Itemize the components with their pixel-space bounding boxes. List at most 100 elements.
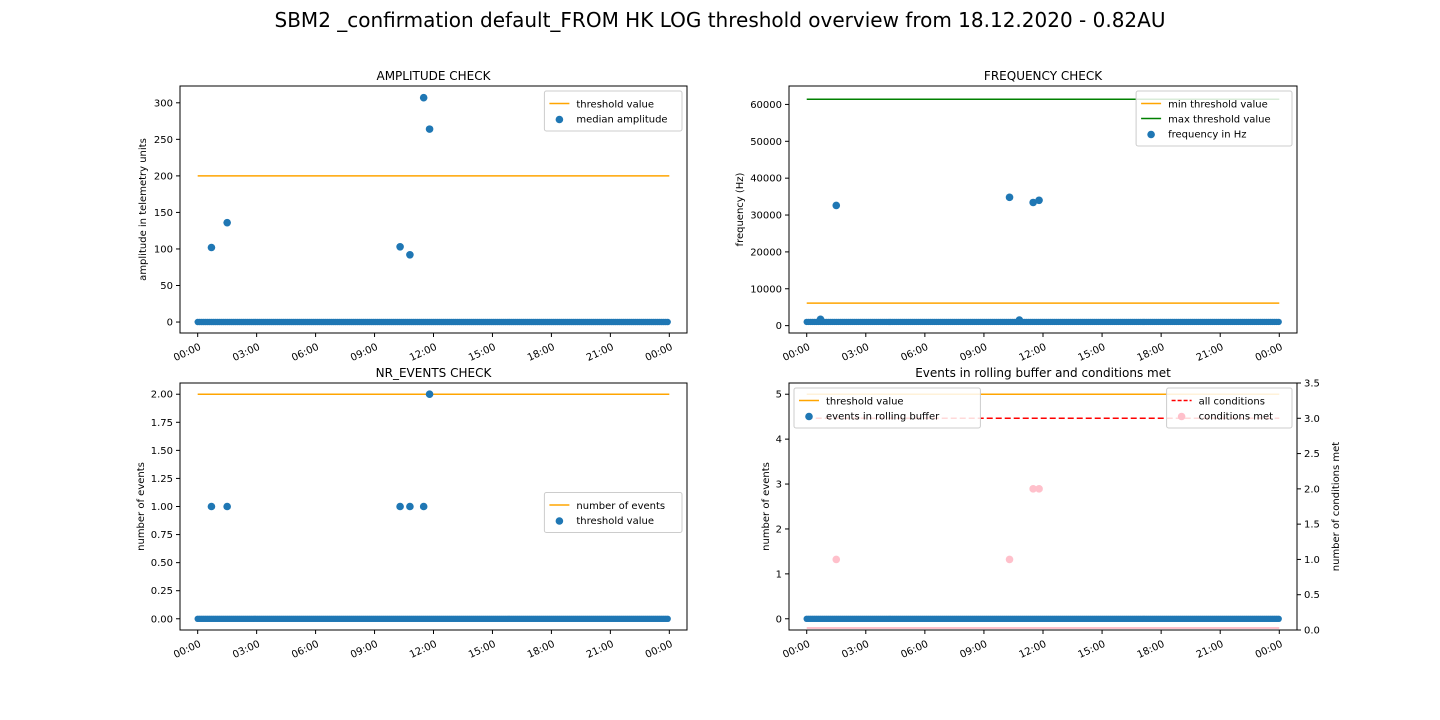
amplitude-data-point: [223, 218, 231, 227]
amplitude-y-tick-label: 250: [154, 135, 173, 146]
frequency-data-point: [1035, 196, 1043, 205]
rolling_buffer-baseline-point: [1275, 615, 1282, 622]
frequency-x-tick-label: 00:00: [781, 342, 812, 364]
frequency-x-tick-label: 00:00: [1254, 342, 1285, 364]
nr_events-y-tick-label: 1.50: [151, 446, 173, 457]
rolling_buffer-x-tick-label: 00:00: [1254, 639, 1285, 661]
rolling_buffer-x-tick-label: 03:00: [840, 639, 871, 661]
frequency-x-tick-label: 09:00: [958, 342, 989, 364]
amplitude-x-tick-label: 00:00: [644, 342, 675, 364]
rolling_buffer-y-right-tick-label: 1.0: [1304, 555, 1320, 566]
nr_events-x-tick-label: 09:00: [349, 639, 380, 661]
amplitude-y-tick-label: 300: [154, 98, 173, 109]
frequency-legend-label: frequency in Hz: [1168, 130, 1246, 141]
nr_events-data-point: [396, 502, 404, 511]
amplitude-data-point: [425, 125, 434, 133]
nr_events-x-tick-label: 18:00: [526, 639, 557, 661]
rolling_buffer-y-tick-label: 0: [776, 614, 782, 625]
nr_events-data-point: [425, 390, 434, 399]
frequency-legend: min threshold value max threshold value fr…: [1135, 90, 1293, 147]
frequency-legend-label: min threshold value: [1168, 100, 1268, 111]
frequency-panel: FREQUENCY CHECK 00:00 03:00 06:00 09:00 12:00…: [735, 69, 1298, 364]
rolling_buffer-y-right-tick-label: 2.0: [1304, 484, 1320, 495]
rolling_buffer-x-tick-label: 18:00: [1136, 639, 1167, 661]
nr_events-y-tick-label: 1.25: [151, 474, 173, 485]
frequency-data-point: [1005, 193, 1014, 202]
nr_events-y-tick-label: 1.75: [151, 418, 173, 429]
nr_events-y-tick-label: 0.50: [151, 558, 173, 569]
frequency-x-tick-label: 12:00: [1017, 342, 1048, 364]
nr_events-x-tick-label: 21:00: [585, 639, 616, 661]
amplitude-legend-label: median amplitude: [576, 115, 667, 126]
frequency-baseline-point: [1275, 318, 1282, 326]
rolling_buffer-y-tick-label: 5: [776, 390, 782, 401]
rolling_buffer-y-right-tick-label: 1.5: [1304, 520, 1320, 531]
frequency-y-tick-label: 20000: [750, 247, 782, 258]
frequency-data-point: [1015, 316, 1024, 324]
frequency-y-tick-label: 30000: [750, 211, 782, 222]
rolling_buffer-legend-label: all conditions: [1199, 397, 1265, 408]
rolling_buffer-y-right-tick-label: 3.0: [1304, 414, 1320, 425]
amplitude-data-point: [419, 93, 428, 102]
rolling_buffer-x-tick-label: 06:00: [899, 639, 930, 661]
nr_events-data-point: [419, 502, 428, 511]
frequency-legend-label: max threshold value: [1168, 115, 1271, 126]
rolling_buffer-panel: Events in rolling buffer and conditions …: [761, 366, 1342, 661]
amplitude-y-tick-label: 100: [154, 244, 173, 255]
amplitude-y-tick-label: 200: [154, 171, 173, 182]
rolling_buffer-conditions-point: [1005, 555, 1014, 564]
amplitude-data-point: [406, 251, 414, 259]
frequency-x-tick-label: 15:00: [1077, 342, 1108, 364]
amplitude-x-tick-label: 03:00: [231, 342, 262, 364]
amplitude-x-tick-label: 06:00: [290, 342, 321, 364]
frequency-x-tick-label: 21:00: [1195, 342, 1226, 364]
nr_events-data-point: [223, 502, 231, 511]
frequency-legend-marker: [1147, 130, 1155, 139]
frequency-legend-box: [1135, 90, 1293, 147]
nr_events-x-tick-label: 15:00: [467, 639, 498, 661]
rolling_buffer-legend-box: [1166, 387, 1293, 429]
amplitude-data-point: [396, 242, 404, 251]
amplitude-y-tick-label: 0: [167, 318, 173, 329]
rolling_buffer-conditions-point: [832, 555, 841, 564]
rolling_buffer-legend-label: conditions met: [1199, 412, 1274, 423]
amplitude-x-tick-label: 12:00: [408, 342, 439, 364]
amplitude-legend-marker: [555, 115, 564, 124]
rolling_buffer-legend-marker: [1177, 412, 1186, 421]
amplitude-panel: AMPLITUDE CHECK 00:00 03:00 06:00 09:00 12:00…: [138, 69, 688, 364]
rolling_buffer-x-tick-label: 12:00: [1017, 639, 1048, 661]
amplitude-y-tick-label: 50: [160, 281, 173, 292]
nr_events-x-tick-label: 06:00: [290, 639, 321, 661]
amplitude-x-tick-label: 00:00: [172, 342, 203, 364]
nr_events-y-tick-label: 1.00: [151, 502, 173, 513]
frequency-data-point: [832, 201, 841, 210]
rolling_buffer-legend-label: threshold value: [826, 397, 904, 408]
nr_events-y-tick-label: 0.25: [151, 586, 173, 597]
frequency-y-axis-label: frequency (Hz): [735, 172, 746, 246]
nr_events-y-tick-label: 0.75: [151, 530, 173, 541]
amplitude-legend-label: threshold value: [576, 100, 654, 111]
amplitude-x-tick-label: 15:00: [467, 342, 498, 364]
frequency-data-point: [1029, 198, 1037, 207]
rolling_buffer-y-axis-label: number of events: [761, 462, 772, 551]
nr_events-legend-label: number of events: [576, 501, 665, 512]
rolling_buffer-x-tick-label: 21:00: [1195, 639, 1226, 661]
frequency-title: FREQUENCY CHECK: [984, 69, 1103, 83]
nr_events-x-tick-label: 03:00: [231, 639, 262, 661]
frequency-y-tick-label: 60000: [750, 100, 782, 111]
rolling_buffer-y-tick-label: 2: [776, 524, 782, 535]
frequency-y-tick-label: 50000: [750, 137, 782, 148]
amplitude-legend: threshold value median amplitude: [543, 90, 683, 132]
frequency-x-tick-label: 06:00: [899, 342, 930, 364]
figure-title: SBM2 _confirmation default_FROM HK LOG t…: [274, 8, 1166, 32]
rolling_buffer-y-tick-label: 1: [776, 569, 782, 580]
rolling_buffer-conditions-point: [1035, 485, 1043, 493]
nr_events-data-point: [207, 502, 216, 511]
nr_events-baseline-point: [664, 615, 671, 622]
nr_events-legend-box: [543, 492, 683, 533]
amplitude-x-tick-label: 09:00: [349, 342, 380, 364]
frequency-x-tick-label: 18:00: [1136, 342, 1167, 364]
rolling_buffer-legend: threshold value events in rolling buffer: [793, 387, 981, 429]
nr_events-x-tick-label: 00:00: [644, 639, 675, 661]
amplitude-data-point: [207, 243, 216, 252]
